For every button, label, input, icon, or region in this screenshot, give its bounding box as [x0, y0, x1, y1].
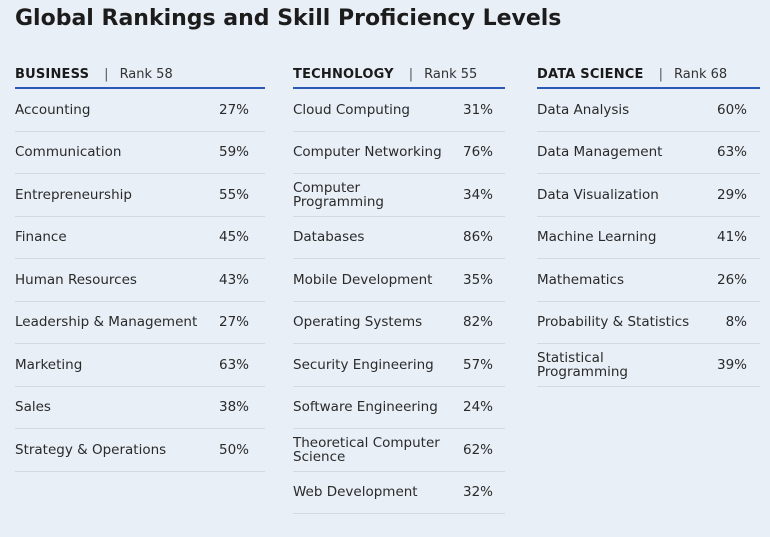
table-row: Data Analysis 60% — [537, 89, 760, 132]
skill-name: Databases — [293, 229, 365, 246]
skill-value: 8% — [725, 314, 747, 331]
table-row: Communication 59% — [15, 132, 265, 174]
skill-value: 86% — [462, 229, 493, 246]
header-separator: | — [658, 66, 664, 82]
category-name: DATA SCIENCE — [537, 66, 644, 82]
skill-value: 63% — [716, 144, 747, 161]
table-row: Cloud Computing 31% — [293, 89, 505, 132]
table-row: Machine Learning 41% — [537, 217, 760, 259]
skill-name: Theoretical Computer Science — [293, 434, 440, 465]
table-row: Sales 38% — [15, 387, 265, 429]
skill-name: Data Management — [537, 144, 663, 161]
skill-value: 34% — [462, 186, 493, 203]
skill-value: 62% — [462, 441, 493, 458]
skill-name: Mathematics — [537, 271, 624, 288]
skill-value: 57% — [462, 356, 493, 373]
skill-name: Cloud Computing — [293, 101, 410, 118]
skill-value: 32% — [462, 484, 493, 501]
table-row: Mobile Development 35% — [293, 259, 505, 302]
skill-rows: Cloud Computing 31% Computer Networking 76%… — [293, 89, 505, 514]
table-row: Strategy & Operations 50% — [15, 429, 265, 472]
table-row: Operating Systems 82% — [293, 302, 505, 344]
skill-name: Computer Networking — [293, 144, 442, 161]
skill-name: Leadership & Management — [15, 314, 198, 331]
skill-name: Computer Programming — [293, 179, 384, 210]
category-name: TECHNOLOGY — [293, 66, 394, 82]
table-row: Finance 45% — [15, 217, 265, 259]
page-title: Global Rankings and Skill Proficiency Le… — [15, 6, 562, 31]
skill-value: 82% — [462, 314, 493, 331]
skill-name: Probability & Statistics — [537, 314, 690, 331]
skill-name: Statistical Programming — [537, 349, 628, 380]
skill-name: Data Analysis — [537, 101, 630, 118]
skill-name: Entrepreneurship — [15, 186, 132, 203]
skill-value: 35% — [462, 271, 493, 288]
skill-name: Data Visualization — [537, 186, 659, 203]
skill-value: 24% — [462, 399, 493, 416]
skill-name: Operating Systems — [293, 314, 423, 331]
data-science-column: DATA SCIENCE | Rank 68 Data Analysis 60% D… — [537, 61, 760, 387]
skill-name: Communication — [15, 144, 122, 161]
skill-name: Marketing — [15, 356, 83, 373]
skill-name: Accounting — [15, 101, 91, 118]
skill-rows: Data Analysis 60% Data Management 63% Data V… — [537, 89, 760, 387]
column-header: DATA SCIENCE | Rank 68 — [537, 61, 760, 89]
skill-value: 50% — [218, 441, 249, 458]
table-row: Accounting 27% — [15, 89, 265, 132]
skill-value: 29% — [716, 186, 747, 203]
table-row: Computer Networking 76% — [293, 132, 505, 174]
skill-value: 41% — [716, 229, 747, 246]
skill-value: 26% — [716, 271, 747, 288]
skill-value: 76% — [462, 144, 493, 161]
rank-label: Rank 58 — [119, 66, 173, 82]
table-row: Leadership & Management 27% — [15, 302, 265, 344]
skill-value: 43% — [218, 271, 249, 288]
table-row: Probability & Statistics 8% — [537, 302, 760, 344]
table-row: Statistical Programming 39% — [537, 344, 760, 387]
table-row: Marketing 63% — [15, 344, 265, 387]
skill-value: 60% — [716, 101, 747, 118]
header-separator: | — [104, 66, 109, 82]
skill-value: 27% — [218, 101, 249, 118]
table-row: Software Engineering 24% — [293, 387, 505, 429]
table-row: Theoretical Computer Science 62% — [293, 429, 505, 472]
table-row: Human Resources 43% — [15, 259, 265, 302]
skill-value: 31% — [462, 101, 493, 118]
skill-name: Strategy & Operations — [15, 441, 167, 458]
column-header: TECHNOLOGY | Rank 55 — [293, 61, 505, 89]
skill-value: 27% — [218, 314, 249, 331]
skill-name: Web Development — [293, 484, 418, 501]
skill-rows: Accounting 27% Communication 59% Entrepreneu… — [15, 89, 265, 472]
business-column: BUSINESS | Rank 58 Accounting 27% Communic… — [15, 61, 265, 472]
skill-value: 55% — [218, 186, 249, 203]
skill-name: Mobile Development — [293, 271, 433, 288]
table-row: Databases 86% — [293, 217, 505, 259]
skill-value: 38% — [218, 399, 249, 416]
skill-name: Finance — [15, 229, 67, 246]
header-separator: | — [408, 66, 414, 82]
skill-value: 59% — [218, 144, 249, 161]
column-header: BUSINESS | Rank 58 — [15, 61, 265, 89]
skill-value: 45% — [218, 229, 249, 246]
table-row: Web Development 32% — [293, 472, 505, 514]
skill-value: 39% — [716, 356, 747, 373]
skill-value: 63% — [218, 356, 249, 373]
table-row: Data Visualization 29% — [537, 174, 760, 217]
skill-name: Machine Learning — [537, 229, 657, 246]
table-row: Data Management 63% — [537, 132, 760, 174]
skill-name: Software Engineering — [293, 399, 438, 416]
category-name: BUSINESS — [15, 66, 90, 82]
table-row: Computer Programming 34% — [293, 174, 505, 217]
rank-label: Rank 68 — [674, 66, 728, 82]
table-row: Entrepreneurship 55% — [15, 174, 265, 217]
table-row: Mathematics 26% — [537, 259, 760, 302]
skill-name: Security Engineering — [293, 356, 434, 373]
technology-column: TECHNOLOGY | Rank 55 Cloud Computing 31% C… — [293, 61, 505, 514]
table-row: Security Engineering 57% — [293, 344, 505, 387]
rank-label: Rank 55 — [424, 66, 478, 82]
skill-name: Human Resources — [15, 271, 137, 288]
skill-name: Sales — [15, 399, 51, 416]
